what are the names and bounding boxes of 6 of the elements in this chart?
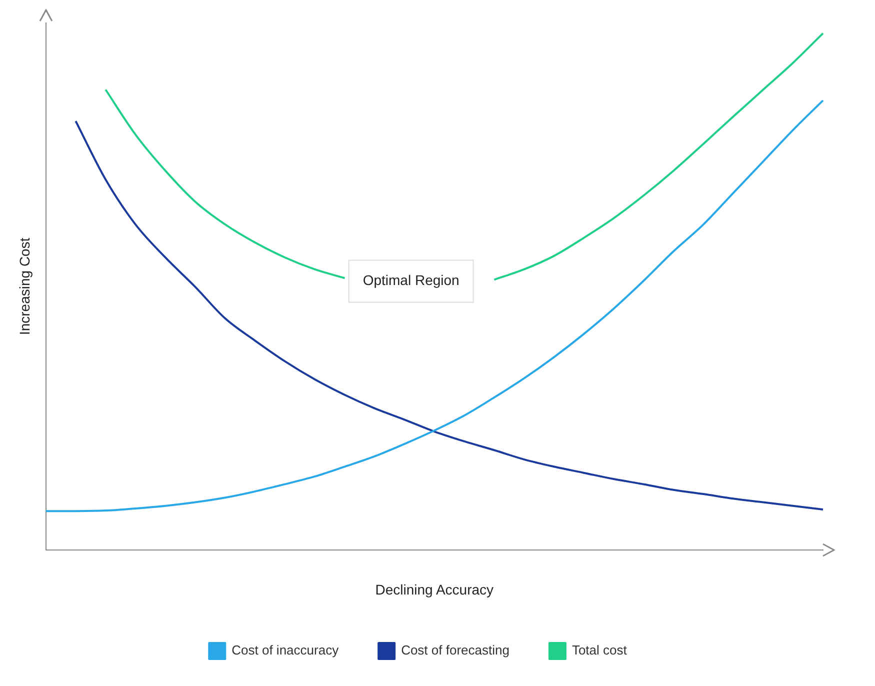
annotation: Optimal Region bbox=[362, 272, 460, 288]
legend-label: Cost of forecasting bbox=[401, 642, 510, 658]
x-axis-title: Declining Accuracy bbox=[375, 581, 494, 598]
legend-label: Total cost bbox=[572, 642, 628, 658]
y-axis-title: Increasing Cost bbox=[16, 238, 32, 336]
legend-label: Cost of inaccuracy bbox=[232, 642, 340, 658]
